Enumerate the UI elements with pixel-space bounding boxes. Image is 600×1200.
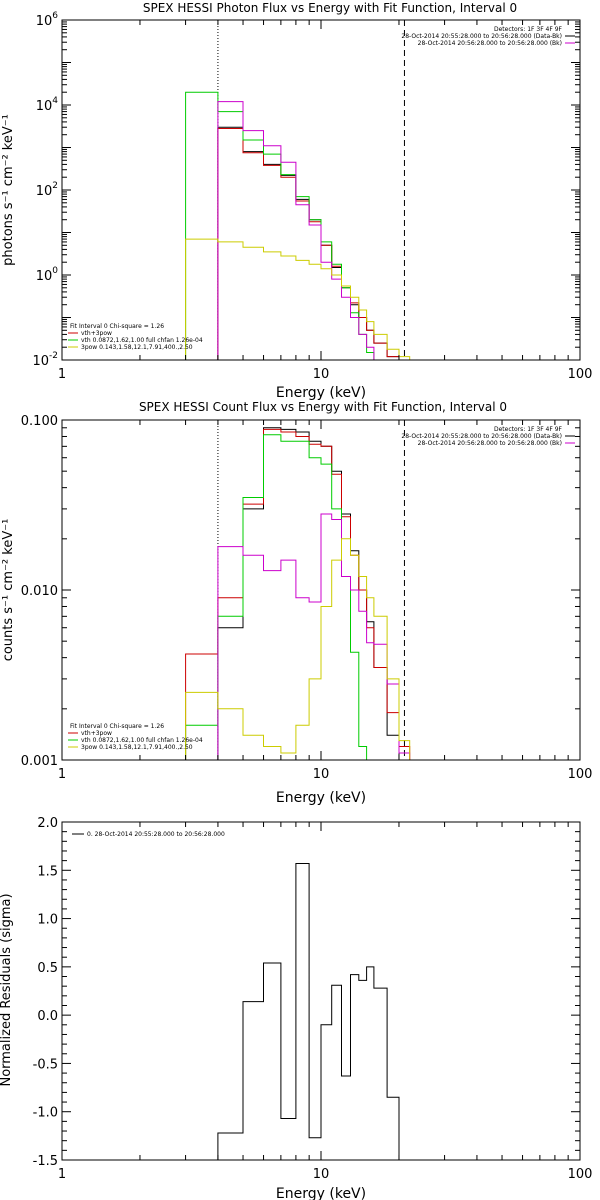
- y-axis-label: photons s⁻¹ cm⁻² keV⁻¹: [1, 114, 16, 266]
- legend-entry-text: Fit Interval 0 Chi-square = 1.26: [70, 723, 164, 730]
- axis-ticks: [61, 19, 581, 361]
- y-tick-label: -1.5: [33, 1154, 58, 1169]
- legend-entry-text: 0. 28-Oct-2014 20:55:28.000 to 20:56:28.…: [87, 831, 225, 838]
- legend-bottom-left: Fit Interval 0 Chi-square = 1.26vth+3pow…: [68, 723, 203, 751]
- histogram-series-line: [217, 126, 400, 360]
- legend-entry-text: 3pow 0.143,1.58,12.1,7.91,400.,2.50: [81, 344, 193, 351]
- x-axis-label: Energy (keV): [276, 385, 366, 401]
- histogram-series-line: [185, 238, 411, 360]
- histogram-series-line: [185, 91, 375, 360]
- x-tick-label: 100: [568, 367, 593, 382]
- legend-entry-text: vth+3pow: [81, 730, 112, 737]
- x-axis-label: Energy (keV): [276, 790, 366, 806]
- x-tick-label: 10: [313, 367, 330, 382]
- photon-flux-panel: SPEX HESSI Photon Flux vs Energy with Fi…: [1, 1, 592, 401]
- legend-entry-text: vth 0.0872,1.62,1.00 full chfan 1.26e-04: [81, 737, 203, 744]
- histogram-series-line: [217, 128, 400, 360]
- x-tick-label: 10: [313, 767, 330, 782]
- y-tick-label: 106: [36, 11, 59, 29]
- x-tick-label: 100: [568, 1167, 593, 1182]
- y-tick-label: 102: [36, 181, 58, 199]
- x-tick-labels: 1 10 100: [58, 1167, 593, 1182]
- histogram-series-line: [185, 428, 411, 760]
- y-tick-label: 10-2: [32, 351, 58, 369]
- histogram-series-line: [217, 101, 388, 361]
- histogram-series-line: [185, 538, 411, 760]
- x-axis-label: Energy (keV): [276, 1186, 366, 1200]
- y-tick-label: 0.001: [21, 754, 58, 769]
- y-tick-label: 0.010: [21, 584, 58, 599]
- y-tick-label: 100: [36, 266, 59, 284]
- legend: 0. 28-Oct-2014 20:55:28.000 to 20:56:28.…: [72, 831, 225, 838]
- y-tick-labels: 0.001 0.010 0.100: [21, 414, 58, 769]
- plot-area: [185, 20, 411, 361]
- legend-entry-text: Fit Interval 0 Chi-square = 1.26: [70, 323, 164, 330]
- legend-bottom-left: Fit Interval 0 Chi-square = 1.26vth+3pow…: [68, 323, 203, 351]
- y-tick-label: -1.0: [33, 1106, 58, 1121]
- x-tick-labels: 1 10 100: [58, 367, 593, 382]
- legend-entry-text: 28-Oct-2014 20:56:28.000 to 20:56:28.000…: [418, 40, 562, 47]
- y-tick-label: 1.0: [37, 913, 58, 928]
- count-flux-panel: SPEX HESSI Count Flux vs Energy with Fit…: [1, 400, 592, 806]
- residuals-panel: Energy (keV) Normalized Residuals (sigma…: [0, 816, 592, 1200]
- chart-title: SPEX HESSI Count Flux vs Energy with Fit…: [139, 400, 507, 414]
- legend-entry-text: 3pow 0.143,1.58,12.1,7.91,400.,2.50: [81, 744, 193, 751]
- x-tick-label: 100: [568, 767, 593, 782]
- legend-entry-text: vth 0.0872,1.62,1.00 full chfan 1.26e-04: [81, 337, 203, 344]
- x-tick-labels: 1 10 100: [58, 767, 593, 782]
- x-tick-label: 1: [58, 1167, 66, 1182]
- y-tick-label: 2.0: [37, 816, 58, 831]
- histogram-series-line: [185, 434, 374, 761]
- x-tick-label: 1: [58, 367, 66, 382]
- x-tick-label: 10: [313, 1167, 330, 1182]
- plot-area: [185, 420, 411, 761]
- y-tick-label: 104: [36, 96, 59, 114]
- y-tick-label: 0.5: [37, 961, 58, 976]
- y-axis-label: Normalized Residuals (sigma): [0, 893, 14, 1086]
- histogram-series-line: [217, 863, 400, 1160]
- histogram-series-line: [217, 427, 410, 761]
- legend-entry-text: Detectors: 1F 3F 4F 9F: [494, 426, 563, 433]
- axis-ticks: [61, 419, 581, 761]
- y-tick-label: 0.100: [21, 414, 58, 429]
- plot-area: [217, 863, 400, 1160]
- y-tick-labels: -1.5 -1.0 -0.5 0.0 0.5 1.0 1.5 2.0: [33, 816, 58, 1169]
- y-axis-label: counts s⁻¹ cm⁻² keV⁻¹: [1, 519, 16, 662]
- legend-entry-text: vth+3pow: [81, 330, 112, 337]
- x-tick-label: 1: [58, 767, 66, 782]
- y-tick-labels: 10-2 100 102 104 106: [32, 11, 58, 369]
- y-tick-label: 0.0: [37, 1009, 58, 1024]
- legend-entry-text: 28-Oct-2014 20:56:28.000 to 20:56:28.000…: [418, 440, 562, 447]
- legend-entry-text: 28-Oct-2014 20:55:28.000 to 20:56:28.000…: [401, 433, 562, 440]
- y-tick-label: 1.5: [37, 864, 58, 879]
- plot-frame: [61, 19, 581, 361]
- y-tick-label: -0.5: [33, 1057, 58, 1072]
- legend-entry-text: 28-Oct-2014 20:55:28.000 to 20:56:28.000…: [401, 33, 562, 40]
- chart-title: SPEX HESSI Photon Flux vs Energy with Fi…: [143, 1, 517, 15]
- legend-entry-text: Detectors: 1F 3F 4F 9F: [494, 26, 563, 33]
- histogram-series-line: [217, 513, 411, 760]
- axis-ticks: [61, 821, 581, 1161]
